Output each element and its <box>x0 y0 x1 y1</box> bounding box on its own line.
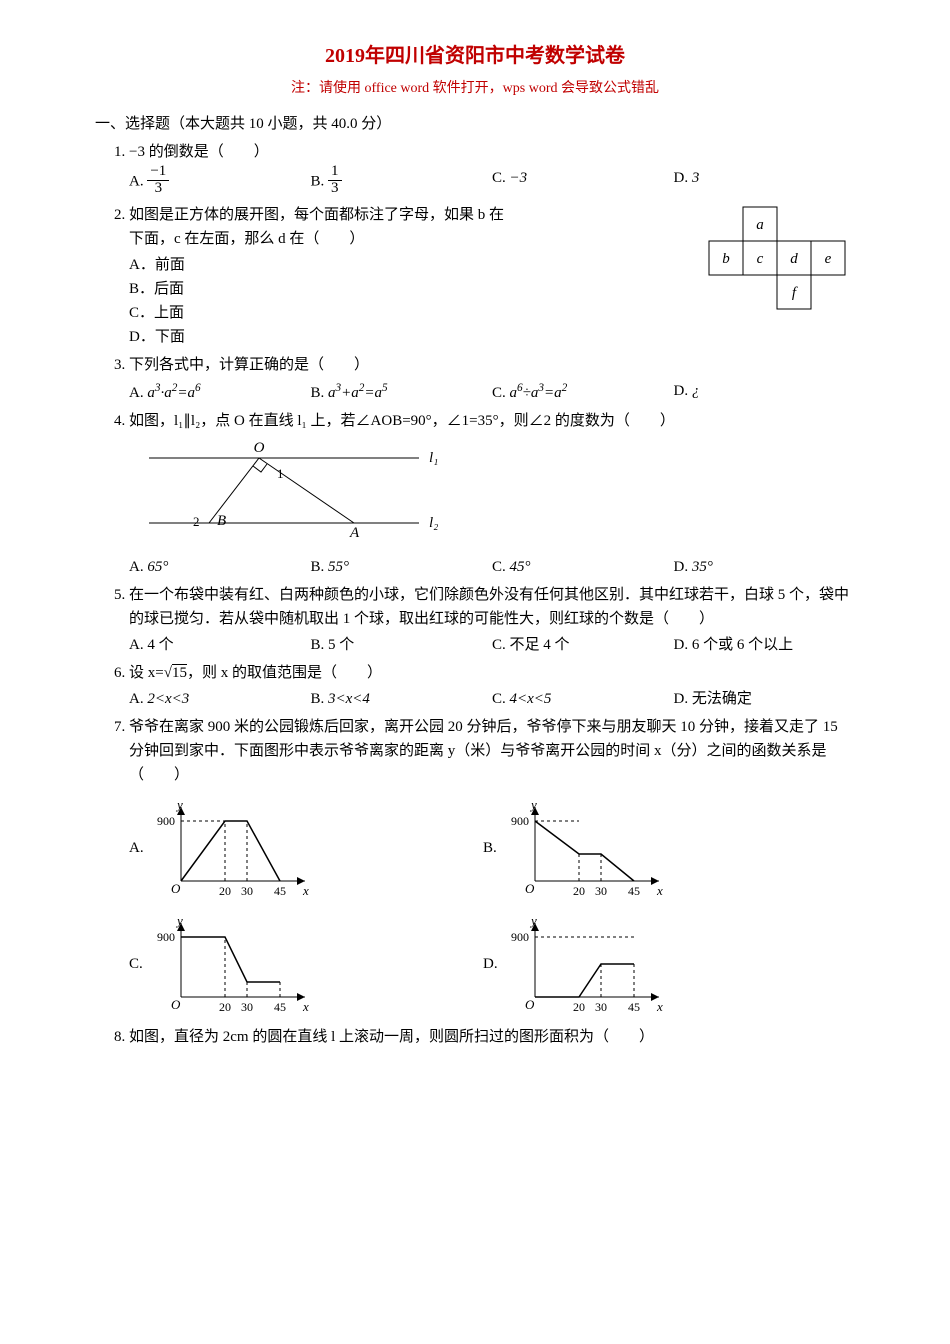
svg-text:A: A <box>349 525 360 541</box>
question-8: 如图，直径为 2cm 的圆在直线 l 上滚动一周，则圆所扫过的图形面积为（ ） <box>129 1025 855 1049</box>
q2-opt-d: D．下面 <box>129 325 695 349</box>
svg-text:l₁: l₁ <box>429 450 438 466</box>
svg-text:900: 900 <box>157 814 175 828</box>
q5-opt-a: A. 4 个 <box>129 633 311 657</box>
q4-opt-d: D. 35° <box>674 555 856 579</box>
q1-opt-a: A. −13 <box>129 166 311 199</box>
q7-graph-a: y x O 900 20 30 45 <box>153 793 313 903</box>
svg-text:30: 30 <box>595 884 607 898</box>
svg-text:e: e <box>825 251 832 267</box>
svg-text:30: 30 <box>241 884 253 898</box>
q5-opt-b: B. 5 个 <box>311 633 493 657</box>
page-note: 注：请使用 office word 软件打开，wps word 会导致公式错乱 <box>95 78 855 100</box>
q6-opt-b: B. 3<x<4 <box>311 687 493 711</box>
svg-text:x: x <box>656 883 663 898</box>
q4-figure: Ol₁ l₂ 1 2 B A <box>129 433 855 553</box>
q3-opt-b: B. a3+a2=a5 <box>311 379 493 405</box>
svg-text:900: 900 <box>511 814 529 828</box>
svg-text:B: B <box>217 513 226 529</box>
svg-text:x: x <box>302 999 309 1014</box>
svg-text:y: y <box>175 797 183 812</box>
q6-opt-a: A. 2<x<3 <box>129 687 311 711</box>
svg-text:c: c <box>757 251 764 267</box>
q6-opt-c: C. 4<x<5 <box>492 687 674 711</box>
question-4: 如图，l₁∥l₂，点 O 在直线 l₁ 上，若∠AOB=90°，∠1=35°，则… <box>129 409 855 579</box>
q7-opt-c-label: C. <box>129 952 153 976</box>
q7-opt-d-label: D. <box>483 952 507 976</box>
svg-text:30: 30 <box>595 1000 607 1014</box>
q5-opt-d: D. 6 个或 6 个以上 <box>674 633 856 657</box>
q7-graph-d: y x O 900 20 30 45 <box>507 909 667 1019</box>
svg-text:O: O <box>171 881 181 896</box>
svg-text:y: y <box>529 797 537 812</box>
svg-text:20: 20 <box>219 884 231 898</box>
svg-text:2: 2 <box>193 514 200 529</box>
svg-text:a: a <box>756 217 764 233</box>
svg-text:l₂: l₂ <box>429 515 438 531</box>
q4-stem: 如图，l₁∥l₂，点 O 在直线 l₁ 上，若∠AOB=90°，∠1=35°，则… <box>129 413 675 429</box>
svg-text:f: f <box>792 285 798 301</box>
q4-opt-c: C. 45° <box>492 555 674 579</box>
svg-text:y: y <box>175 913 183 928</box>
q7-opt-a-label: A. <box>129 836 153 860</box>
svg-text:y: y <box>529 913 537 928</box>
question-3: 下列各式中，计算正确的是（ ） A. a3·a2=a6 B. a3+a2=a5 … <box>129 353 855 405</box>
svg-text:45: 45 <box>274 884 286 898</box>
svg-text:x: x <box>656 999 663 1014</box>
q2-opt-b: B．后面 <box>129 277 695 301</box>
q2-stem-line1: 如图是正方体的展开图，每个面都标注了字母，如果 b 在 <box>129 207 504 223</box>
question-2: a b c d e f 如图是正方体的展开图，每个面都标注了字母，如果 b 在 下面，c … <box>129 203 855 349</box>
q7-stem: 爷爷在离家 900 米的公园锻炼后回家，离开公园 20 分钟后，爷爷停下来与朋友… <box>129 719 838 783</box>
q2-stem-line2: 下面，c 在左面，那么 d 在（ ） <box>129 231 364 247</box>
q5-stem: 在一个布袋中装有红、白两种颜色的小球，它们除颜色外没有任何其他区别．其中红球若干… <box>129 587 849 627</box>
q6-stem: 设 x=√15，则 x 的取值范围是（ ） <box>129 664 382 681</box>
q1-stem: −3 的倒数是（ ） <box>129 144 269 160</box>
q4-opt-b: B. 55° <box>311 555 493 579</box>
q2-opt-c: C．上面 <box>129 301 695 325</box>
svg-text:O: O <box>525 997 535 1012</box>
q2-figure: a b c d e f <box>705 203 855 313</box>
question-6: 设 x=√15，则 x 的取值范围是（ ） A. 2<x<3 B. 3<x<4 … <box>129 661 855 711</box>
svg-text:20: 20 <box>573 884 585 898</box>
svg-text:45: 45 <box>628 884 640 898</box>
q3-stem: 下列各式中，计算正确的是（ ） <box>129 357 369 373</box>
q7-graph-c: y x O 900 20 30 45 <box>153 909 313 1019</box>
svg-text:30: 30 <box>241 1000 253 1014</box>
svg-text:O: O <box>525 881 535 896</box>
q5-opt-c: C. 不足 4 个 <box>492 633 674 657</box>
q1-opt-c: C. −3 <box>492 166 674 199</box>
question-7: 爷爷在离家 900 米的公园锻炼后回家，离开公园 20 分钟后，爷爷停下来与朋友… <box>129 715 855 1019</box>
svg-text:O: O <box>254 440 265 456</box>
q3-opt-d: D. ¿ <box>674 379 856 405</box>
svg-text:20: 20 <box>573 1000 585 1014</box>
question-5: 在一个布袋中装有红、白两种颜色的小球，它们除颜色外没有任何其他区别．其中红球若干… <box>129 583 855 657</box>
page-title: 2019年四川省资阳市中考数学试卷 <box>95 40 855 72</box>
q4-opt-a: A. 65° <box>129 555 311 579</box>
svg-text:45: 45 <box>274 1000 286 1014</box>
svg-text:x: x <box>302 883 309 898</box>
q7-opt-b-label: B. <box>483 836 507 860</box>
svg-text:900: 900 <box>511 930 529 944</box>
svg-text:20: 20 <box>219 1000 231 1014</box>
q1-opt-d: D. 3 <box>674 166 856 199</box>
q7-graph-b: y x O 900 20 30 45 <box>507 793 667 903</box>
svg-text:d: d <box>790 251 798 267</box>
q3-opt-a: A. a3·a2=a6 <box>129 379 311 405</box>
section-heading: 一、选择题（本大题共 10 小题，共 40.0 分） <box>95 112 855 136</box>
svg-text:45: 45 <box>628 1000 640 1014</box>
q1-opt-b: B. 13 <box>311 166 493 199</box>
question-1: −3 的倒数是（ ） A. −13 B. 13 C. −3 D. 3 <box>129 140 855 199</box>
svg-text:900: 900 <box>157 930 175 944</box>
q8-stem: 如图，直径为 2cm 的圆在直线 l 上滚动一周，则圆所扫过的图形面积为（ ） <box>129 1029 654 1045</box>
q3-opt-c: C. a6÷a3=a2 <box>492 379 674 405</box>
q6-opt-d: D. 无法确定 <box>674 687 856 711</box>
svg-text:O: O <box>171 997 181 1012</box>
svg-text:1: 1 <box>277 466 284 481</box>
q2-opt-a: A．前面 <box>129 253 695 277</box>
svg-text:b: b <box>722 251 730 267</box>
